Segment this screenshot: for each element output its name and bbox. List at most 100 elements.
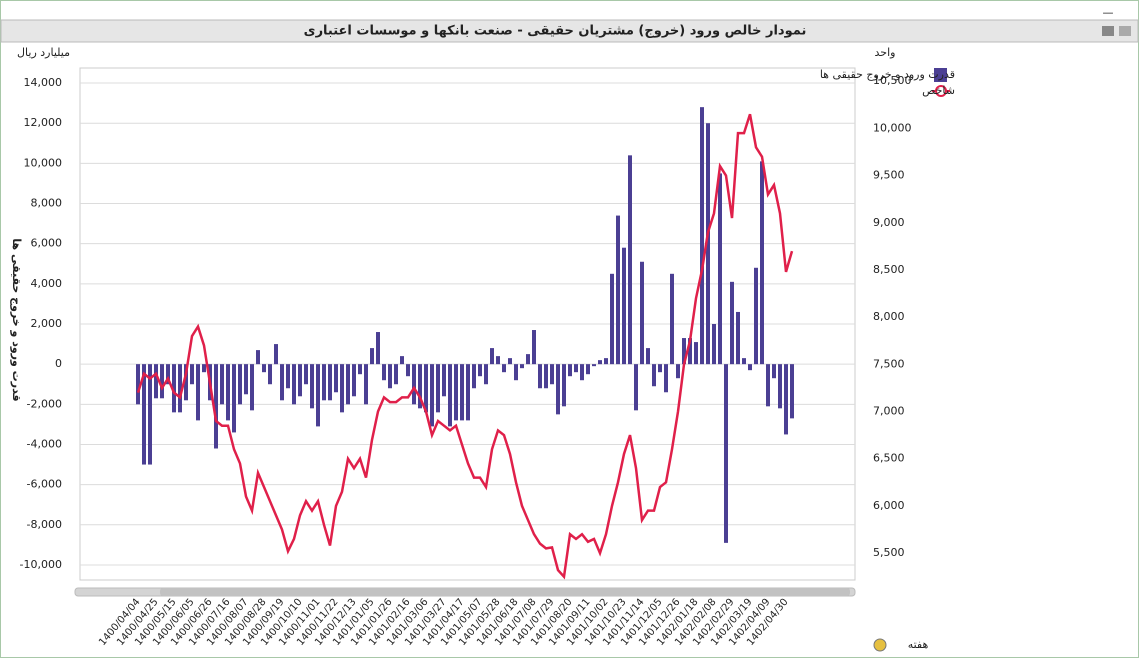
bar (646, 348, 650, 365)
bar (400, 356, 404, 365)
bar (778, 364, 782, 409)
bar (376, 332, 380, 365)
chart-title: نمودار خالص ورود (خروج) مشتریان حقیقی - … (304, 24, 807, 39)
y2-tick-label: 7,500 (873, 357, 905, 370)
bar (310, 364, 314, 409)
legend-marker (935, 85, 947, 97)
bar (154, 364, 158, 399)
y-tick-label: -6,000 (27, 478, 62, 491)
bar (436, 364, 440, 413)
y-tick-label: 12,000 (24, 116, 63, 129)
legend-swatch (934, 68, 947, 82)
bar (688, 338, 692, 365)
bar (232, 364, 236, 433)
export-icon[interactable] (1119, 26, 1131, 36)
bar (406, 364, 410, 377)
bar (604, 358, 608, 365)
bar (328, 364, 332, 401)
bar (448, 364, 452, 427)
bar (598, 360, 602, 365)
bar (322, 364, 326, 401)
bar (142, 364, 146, 465)
bar (556, 364, 560, 415)
bar (364, 364, 368, 405)
minimize-icon[interactable]: — (1103, 6, 1114, 19)
y2-tick-label: 8,500 (873, 263, 905, 276)
bar (538, 364, 542, 389)
bar (772, 364, 776, 379)
bar (274, 344, 278, 365)
y2-tick-label: 10,500 (873, 74, 912, 87)
legend-label: شاخص (922, 84, 955, 97)
bar (748, 364, 752, 371)
y-tick-label: -4,000 (27, 437, 62, 450)
bar (514, 364, 518, 381)
bar (148, 364, 152, 465)
bar (658, 364, 662, 373)
y-tick-label: -2,000 (27, 397, 62, 410)
bar (586, 364, 590, 375)
bar (568, 364, 572, 377)
bar (670, 273, 674, 365)
bar (730, 281, 734, 365)
y2-tick-label: 9,500 (873, 169, 905, 182)
y2-unit: واحد (875, 46, 896, 59)
bar (184, 364, 188, 401)
bar (472, 364, 476, 389)
bar (544, 364, 548, 389)
bar (292, 364, 296, 405)
y-tick-label: 2,000 (31, 317, 63, 330)
y2-tick-label: 6,500 (873, 452, 905, 465)
refresh-icon[interactable] (873, 638, 887, 652)
bar (700, 107, 704, 365)
bar (706, 123, 710, 365)
y2-tick-label: 7,000 (873, 405, 905, 418)
y-tick-label: 4,000 (31, 277, 63, 290)
y-unit: میلیارد ریال (17, 46, 70, 59)
bar (202, 364, 206, 373)
bar (490, 348, 494, 365)
bar (190, 364, 194, 385)
y-axis-title: قدرت ورود و خروج حقیقی ها (9, 238, 23, 401)
scroll-thumb[interactable] (160, 588, 850, 596)
y2-tick-label: 10,000 (873, 121, 912, 134)
bar (760, 161, 764, 365)
bar (370, 348, 374, 365)
bar (394, 364, 398, 385)
bar (352, 364, 356, 397)
bar (724, 364, 728, 543)
bar (790, 364, 794, 419)
print-icon[interactable] (1102, 26, 1114, 36)
bar (622, 247, 626, 365)
bar (454, 364, 458, 421)
bar (496, 356, 500, 365)
bar (250, 364, 254, 411)
bar (136, 364, 140, 405)
bar (244, 364, 248, 395)
line (136, 113, 794, 580)
y-tick-label: -8,000 (27, 518, 62, 531)
bar (550, 364, 554, 385)
bar (346, 364, 350, 405)
bar (304, 364, 308, 385)
bar (214, 364, 218, 449)
bar (526, 354, 530, 365)
bar (742, 358, 746, 365)
bar (766, 364, 770, 407)
bar (664, 364, 668, 393)
bar (652, 364, 656, 387)
bar (418, 364, 422, 409)
bar (640, 261, 644, 365)
bar (340, 364, 344, 413)
bar (238, 364, 242, 405)
y2-tick-label: 8,000 (873, 310, 905, 323)
y-tick-label: 14,000 (24, 76, 63, 89)
bar (262, 364, 266, 373)
bar (196, 364, 200, 421)
bar (256, 350, 260, 365)
y-tick-label: 0 (55, 357, 62, 370)
bar (610, 273, 614, 365)
y2-tick-label: 9,000 (873, 216, 905, 229)
